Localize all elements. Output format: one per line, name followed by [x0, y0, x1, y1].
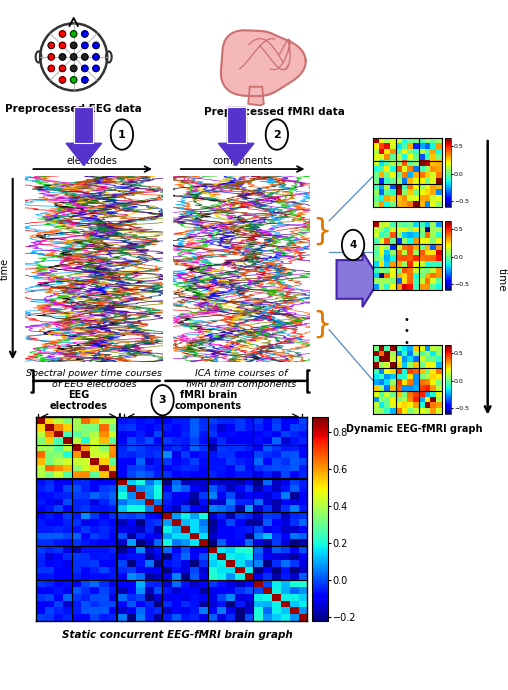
Circle shape — [82, 77, 88, 83]
Circle shape — [93, 54, 99, 60]
Circle shape — [151, 385, 174, 415]
Circle shape — [59, 42, 66, 48]
Circle shape — [71, 54, 77, 60]
Circle shape — [71, 31, 77, 37]
Circle shape — [82, 66, 88, 72]
Circle shape — [266, 119, 288, 150]
Bar — [74, 107, 93, 144]
Circle shape — [71, 42, 77, 48]
Text: Static concurrent EEG-fMRI brain graph: Static concurrent EEG-fMRI brain graph — [62, 630, 293, 640]
Circle shape — [93, 42, 99, 48]
Circle shape — [82, 42, 88, 48]
Text: •
•
•: • • • — [403, 315, 409, 348]
Text: }: } — [312, 310, 331, 339]
Circle shape — [59, 54, 66, 60]
Circle shape — [59, 66, 66, 72]
Text: fMRI brain
components: fMRI brain components — [175, 390, 242, 411]
Circle shape — [342, 230, 364, 260]
Bar — [74, 107, 93, 144]
Circle shape — [48, 54, 54, 60]
Text: Spectral power time courses
of EEG electrodes: Spectral power time courses of EEG elect… — [26, 369, 162, 388]
Bar — [227, 107, 246, 144]
Text: 3: 3 — [158, 395, 167, 405]
Text: time: time — [0, 258, 10, 280]
Text: Preprocessed EEG data: Preprocessed EEG data — [5, 104, 142, 113]
Circle shape — [82, 31, 88, 37]
Text: Dynamic EEG-fMRI graph: Dynamic EEG-fMRI graph — [346, 424, 482, 434]
Text: 1: 1 — [118, 130, 126, 139]
Polygon shape — [218, 144, 254, 166]
Polygon shape — [221, 30, 306, 96]
Text: 2: 2 — [273, 130, 281, 139]
Text: EEG
electrodes: EEG electrodes — [50, 390, 108, 411]
Circle shape — [82, 54, 88, 60]
Circle shape — [48, 66, 54, 72]
Circle shape — [71, 66, 77, 72]
Text: }: } — [312, 217, 331, 246]
Polygon shape — [248, 87, 264, 106]
Circle shape — [48, 42, 54, 48]
Polygon shape — [336, 252, 379, 307]
Text: Preprocessed fMRI data: Preprocessed fMRI data — [204, 107, 345, 117]
Text: time: time — [497, 268, 507, 291]
Bar — [227, 107, 246, 144]
Circle shape — [93, 66, 99, 72]
Text: components: components — [212, 157, 272, 166]
Circle shape — [59, 31, 66, 37]
Text: 4: 4 — [350, 240, 357, 250]
Circle shape — [71, 77, 77, 83]
Circle shape — [59, 77, 66, 83]
Polygon shape — [66, 144, 102, 166]
Circle shape — [111, 119, 133, 150]
Text: electrodes: electrodes — [66, 157, 117, 166]
Text: ICA time courses of
fMRI brain components: ICA time courses of fMRI brain component… — [186, 369, 297, 388]
